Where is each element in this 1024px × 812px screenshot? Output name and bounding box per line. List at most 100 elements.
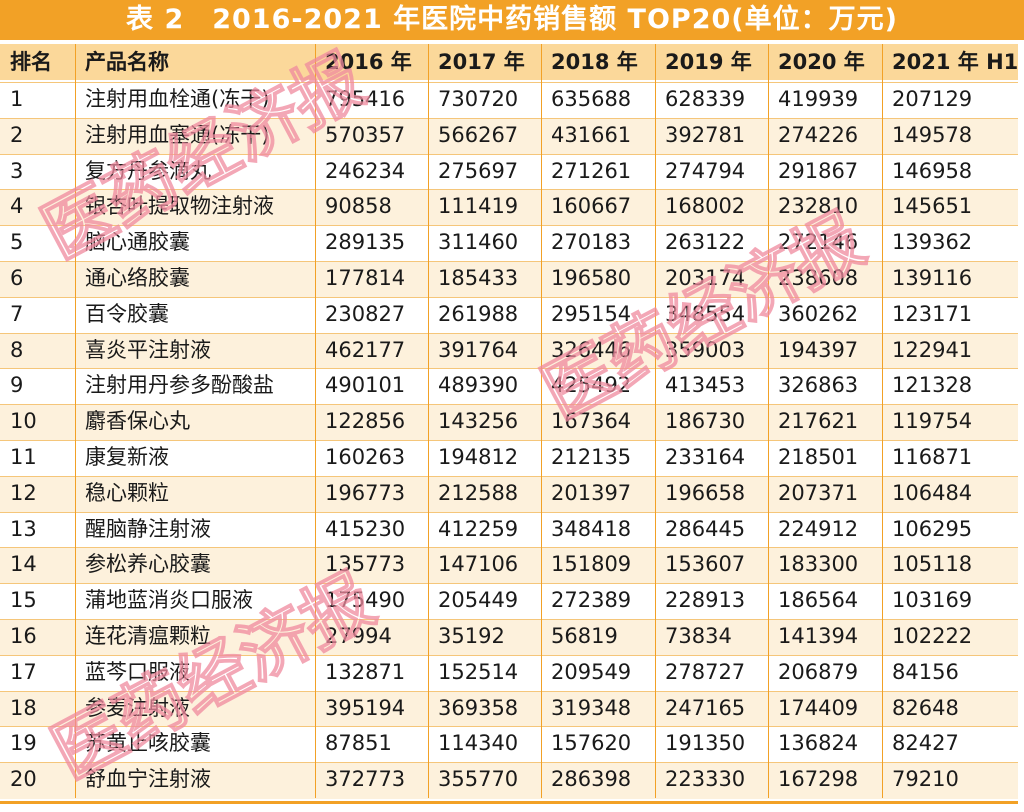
header-cell: 2016 年 bbox=[325, 50, 412, 74]
sales-value: 419939 bbox=[778, 87, 859, 111]
sales-value: 391764 bbox=[438, 337, 519, 362]
sales-value: 228913 bbox=[665, 588, 746, 613]
column-rule bbox=[541, 44, 542, 798]
sales-value: 319348 bbox=[551, 695, 632, 720]
row-background bbox=[0, 547, 1018, 585]
sales-value: 73834 bbox=[665, 624, 732, 648]
sales-value: 395194 bbox=[325, 695, 406, 720]
rank: 16 bbox=[10, 624, 37, 648]
sales-value: 145651 bbox=[892, 194, 973, 219]
sales-value: 635688 bbox=[551, 87, 632, 111]
header-cell: 排名 bbox=[10, 50, 52, 74]
row-background bbox=[0, 82, 1018, 119]
row-background bbox=[0, 404, 1018, 441]
sales-value: 121328 bbox=[892, 373, 973, 398]
row-background bbox=[0, 153, 1018, 191]
sales-value: 311460 bbox=[438, 230, 519, 255]
sales-value: 286445 bbox=[665, 516, 746, 541]
sales-value: 35192 bbox=[438, 624, 505, 648]
header-cell: 2019 年 bbox=[665, 50, 752, 74]
sales-value: 490101 bbox=[325, 373, 406, 398]
sales-value: 413453 bbox=[665, 373, 746, 398]
sales-value: 360262 bbox=[778, 301, 859, 326]
rank: 2 bbox=[10, 122, 24, 147]
row-background bbox=[0, 619, 1018, 656]
sales-value: 278727 bbox=[665, 659, 746, 684]
column-rule bbox=[75, 44, 76, 798]
sales-value: 135773 bbox=[325, 552, 406, 577]
sales-value: 175490 bbox=[325, 588, 406, 613]
rank: 20 bbox=[10, 767, 37, 792]
rank: 8 bbox=[10, 337, 24, 362]
sales-value: 275697 bbox=[438, 158, 519, 183]
product-name: 银杏叶提取物注射液 bbox=[85, 194, 274, 219]
sales-value: 174409 bbox=[778, 695, 859, 720]
sales-value: 196773 bbox=[325, 480, 406, 505]
sales-value: 105118 bbox=[892, 552, 973, 577]
sales-value: 151809 bbox=[551, 552, 632, 577]
sales-value: 196658 bbox=[665, 480, 746, 505]
row-background bbox=[0, 654, 1018, 692]
column-rule bbox=[655, 44, 656, 798]
sales-value: 570357 bbox=[325, 122, 406, 147]
sales-value: 247165 bbox=[665, 695, 746, 720]
rank: 13 bbox=[10, 516, 37, 541]
sales-value: 566267 bbox=[438, 122, 519, 147]
header-row bbox=[0, 44, 1018, 80]
product-name: 舒血宁注射液 bbox=[85, 767, 211, 792]
sales-value: 168002 bbox=[665, 194, 746, 219]
sales-value: 160263 bbox=[325, 445, 406, 469]
sales-value: 261988 bbox=[438, 301, 519, 326]
sales-value: 348418 bbox=[551, 516, 632, 541]
sales-value: 263122 bbox=[665, 230, 746, 255]
sales-value: 27994 bbox=[325, 624, 392, 648]
rank: 5 bbox=[10, 230, 24, 255]
sales-value: 206879 bbox=[778, 659, 859, 684]
sales-value: 196580 bbox=[551, 266, 632, 290]
row-background bbox=[0, 583, 1018, 620]
header-cell: 2021 年 H1 bbox=[892, 50, 1018, 74]
sales-value: 462177 bbox=[325, 337, 406, 362]
sales-value: 224912 bbox=[778, 516, 859, 541]
sales-value: 207371 bbox=[778, 480, 859, 505]
product-name: 脑心通胶囊 bbox=[85, 230, 190, 255]
rank: 14 bbox=[10, 552, 37, 577]
product-name: 通心络胶囊 bbox=[85, 266, 190, 290]
sales-value: 203174 bbox=[665, 266, 746, 290]
sales-value: 272389 bbox=[551, 588, 632, 613]
rank: 1 bbox=[10, 87, 24, 111]
sales-value: 326863 bbox=[778, 373, 859, 398]
sales-value: 295154 bbox=[551, 301, 632, 326]
sales-value: 212135 bbox=[551, 445, 632, 469]
sales-value: 194812 bbox=[438, 445, 519, 469]
sales-value: 489390 bbox=[438, 373, 519, 398]
sales-value: 326446 bbox=[551, 337, 632, 362]
sales-value: 272146 bbox=[778, 230, 859, 255]
row-background bbox=[0, 225, 1018, 262]
sales-value: 147106 bbox=[438, 552, 519, 577]
sales-value: 186730 bbox=[665, 409, 746, 434]
sales-value: 122856 bbox=[325, 409, 406, 434]
product-name: 参麦注射液 bbox=[85, 695, 190, 720]
sales-value: 119754 bbox=[892, 409, 973, 434]
rank: 3 bbox=[10, 158, 24, 183]
sales-value: 132871 bbox=[325, 659, 406, 684]
sales-value: 355770 bbox=[438, 767, 519, 792]
sales-value: 209549 bbox=[551, 659, 632, 684]
header-cell: 2018 年 bbox=[551, 50, 638, 74]
sales-value: 139362 bbox=[892, 230, 973, 255]
table-title: 表 2 2016-2021 年医院中药销售额 TOP20(单位：万元) bbox=[0, 0, 1024, 40]
header-cell: 2020 年 bbox=[778, 50, 865, 74]
sales-value: 82427 bbox=[892, 731, 959, 756]
sales-value: 160667 bbox=[551, 194, 632, 219]
sales-value: 246234 bbox=[325, 158, 406, 183]
row-background bbox=[0, 296, 1018, 334]
sales-value: 431661 bbox=[551, 122, 632, 147]
product-name: 连花清瘟颗粒 bbox=[85, 624, 211, 648]
sales-value: 82648 bbox=[892, 695, 959, 720]
sales-value: 152514 bbox=[438, 659, 519, 684]
column-rule bbox=[315, 44, 316, 798]
sales-value: 415230 bbox=[325, 516, 406, 541]
sales-value: 212588 bbox=[438, 480, 519, 505]
